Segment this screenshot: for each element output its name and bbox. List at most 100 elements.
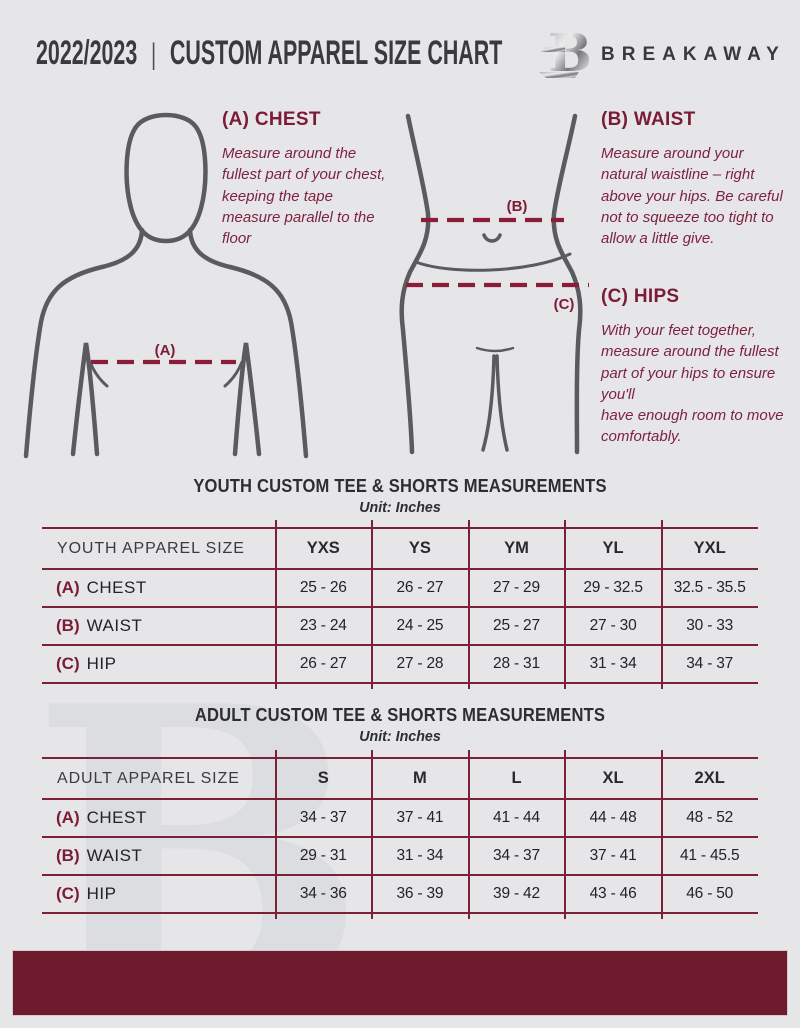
table-divider [371,750,373,919]
size-value-cell: 34 - 36 [299,885,347,902]
logo-foot-bar [539,72,579,78]
size-value-cell: 37 - 41 [589,847,637,864]
table-row-hip: (C) HIP 34 - 36 36 - 39 39 - 42 43 - 46 4… [42,875,758,913]
size-value-cell: 31 - 34 [589,655,637,672]
left-shoulder-arm [23,227,145,459]
measurement-diagrams: (A) (B) (C) [23,112,589,459]
torso-left-edge [399,113,431,455]
size-value-cell: 32.5 - 35.5 [673,579,746,596]
navel [482,233,502,243]
column-header-size: M [413,769,427,787]
size-value-cell: 34 - 37 [299,809,347,826]
column-header-size: YS [408,539,431,557]
inner-right-leg [495,354,509,452]
table-divider [468,750,470,919]
waist-line-label: (B) [507,198,528,215]
row-name: CHEST [86,578,147,597]
right-armpit [232,342,262,457]
chest-body-text: Measure around the fullest part of your … [222,145,386,248]
size-value-cell: 46 - 50 [686,885,734,902]
row-prefix: (B) [56,616,80,635]
row-label: (A) CHEST [42,799,275,837]
adult-table-title: ADULT CUSTOM TEE & SHORTS MEASUREMENTS [194,705,606,725]
left-armpit-crease [88,360,109,388]
breakaway-logo-icon: B [539,23,592,84]
row-prefix: (B) [56,846,80,865]
head-outline [124,112,208,244]
torso-right-edge [551,113,583,455]
chest-line-label: (A) [155,342,176,359]
table-row-chest: (A) CHEST 34 - 37 37 - 41 41 - 44 44 - 48… [42,799,758,837]
row-prefix: (A) [56,578,80,597]
size-value-cell: 23 - 24 [299,617,347,634]
hips-instructions: (C) HIPS With your feet together, measur… [601,286,787,448]
size-value-cell: 26 - 27 [396,579,444,596]
table-divider [564,520,566,689]
hips-body-text: With your feet together, measure around … [601,322,784,446]
row-prefix: (C) [56,654,80,673]
brand-name: BREAKAWAY [601,44,786,65]
title-year: 2022/2023 [36,34,138,72]
size-value-cell: 29 - 32.5 [583,579,643,596]
hips-line-label: (C) [554,296,575,313]
youth-header-row: YOUTH APPAREL SIZE YXS YS YM YL YXL [42,528,758,569]
column-header-size: L [511,769,522,787]
column-header-size: 2XL [694,769,725,787]
row-label: (A) CHEST [42,569,275,607]
row-name: WAIST [86,846,143,865]
table-divider [661,750,663,919]
adult-size-table: ADULT APPAREL SIZE S M L XL 2XL (A) CHEST… [42,750,758,919]
right-shoulder-arm [187,227,309,459]
youth-table-title: YOUTH CUSTOM TEE & SHORTS MEASUREMENTS [193,476,607,496]
row-label: (C) HIP [42,875,275,913]
size-value-cell: 31 - 34 [396,847,444,864]
lower-body-figure [399,113,583,455]
column-header-apparel-size: YOUTH APPAREL SIZE [57,539,245,557]
row-label: (B) WAIST [42,837,275,875]
title-text: CUSTOM APPAREL SIZE CHART [169,34,503,72]
size-value-cell: 30 - 33 [686,617,734,634]
table-divider [468,520,470,689]
size-value-cell: 27 - 30 [589,617,637,634]
table-row-waist: (B) WAIST 29 - 31 31 - 34 34 - 37 37 - 41… [42,837,758,875]
row-label: (C) HIP [42,645,275,683]
column-header-size: XL [602,769,624,787]
left-armpit [70,342,100,457]
column-header-size: YXL [693,539,726,557]
right-armpit-crease [223,360,244,388]
size-value-cell: 27 - 28 [396,655,444,672]
size-value-cell: 24 - 25 [396,617,444,634]
table-divider [371,520,373,689]
hip-line [414,252,572,272]
column-header-size: S [317,769,329,787]
title-separator: | [151,38,157,71]
adult-header-row: ADULT APPAREL SIZE S M L XL 2XL [42,758,758,799]
size-value-cell: 37 - 41 [396,809,444,826]
table-divider [564,750,566,919]
size-value-cell: 39 - 42 [493,885,540,902]
upper-body-figure [23,112,309,459]
youth-table-unit: Unit: Inches [359,499,441,516]
size-value-cell: 41 - 45.5 [679,847,740,864]
adult-table-unit: Unit: Inches [359,728,441,745]
chest-instructions: (A) CHEST Measure around the fullest par… [222,109,394,249]
size-value-cell: 27 - 29 [493,579,540,596]
size-value-cell: 48 - 52 [686,809,734,826]
size-value-cell: 28 - 31 [493,655,540,672]
row-name: CHEST [86,808,147,827]
size-value-cell: 26 - 27 [299,655,347,672]
row-name: WAIST [86,616,143,635]
column-header-size: YL [602,539,624,557]
table-divider [661,520,663,689]
size-value-cell: 25 - 27 [493,617,540,634]
size-value-cell: 25 - 26 [299,579,347,596]
size-value-cell: 36 - 39 [396,885,444,902]
youth-size-table: YOUTH APPAREL SIZE YXS YS YM YL YXL (A) C… [42,520,758,689]
inner-left-leg [481,354,496,452]
size-value-cell: 34 - 37 [493,847,540,864]
row-name: HIP [86,884,117,903]
table-row-waist: (B) WAIST 23 - 24 24 - 25 25 - 27 27 - 30… [42,607,758,645]
size-value-cell: 34 - 37 [686,655,734,672]
table-divider [275,750,277,919]
